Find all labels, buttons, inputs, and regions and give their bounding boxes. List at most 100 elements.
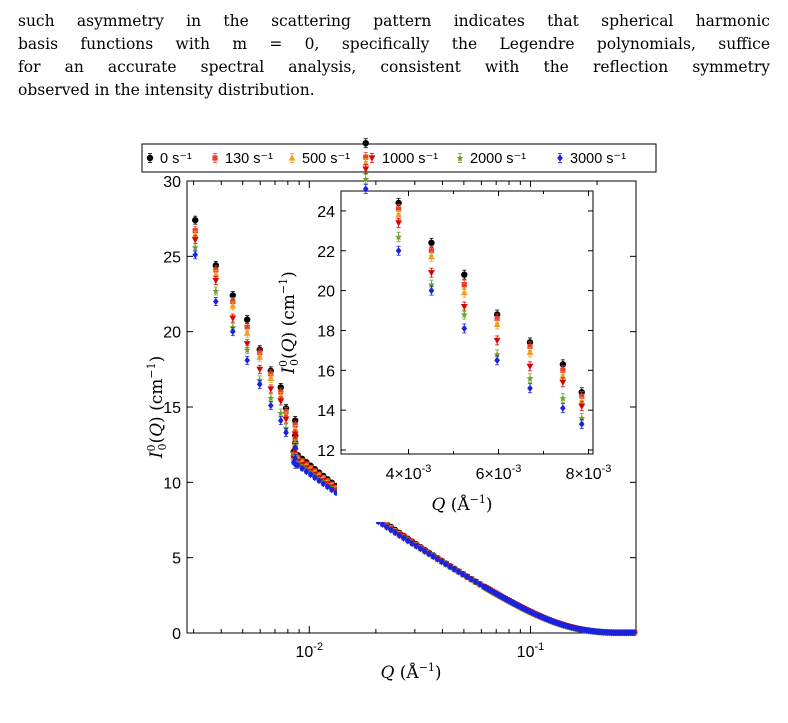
data-point <box>527 384 533 392</box>
data-point <box>229 302 237 309</box>
legend-label: 500 s⁻¹ <box>302 151 350 167</box>
data-point <box>362 139 369 147</box>
y-tick-label: 20 <box>317 284 335 301</box>
data-point <box>494 356 500 364</box>
y-tick-label: 16 <box>317 363 335 380</box>
data-point <box>307 471 314 479</box>
data-point <box>417 545 424 553</box>
data-point <box>494 315 500 322</box>
data-point <box>256 353 264 360</box>
data-point <box>292 454 298 462</box>
data-point <box>362 185 369 193</box>
data-point <box>438 558 445 566</box>
data-point <box>291 417 299 424</box>
data-point <box>291 426 299 433</box>
data-point <box>212 262 220 269</box>
data-point <box>409 539 415 548</box>
data-point <box>268 371 274 377</box>
data-point <box>333 489 339 497</box>
data-point <box>426 550 432 558</box>
x-axis-label: Q (Å−1) <box>380 661 441 683</box>
data-point <box>461 324 468 333</box>
data-point <box>560 367 566 373</box>
data-point <box>282 424 290 432</box>
data-point <box>292 444 298 452</box>
data-point <box>362 166 370 173</box>
data-point <box>468 575 475 583</box>
data-point <box>191 231 199 238</box>
data-point <box>434 555 441 563</box>
data-point <box>292 422 298 428</box>
data-point <box>527 343 533 350</box>
data-point <box>316 477 322 485</box>
data-point <box>256 380 263 388</box>
legend-label: 1000 s⁻¹ <box>382 151 438 167</box>
data-point <box>229 323 237 331</box>
data-point <box>396 531 403 540</box>
data-point <box>282 416 290 423</box>
data-point <box>256 366 264 373</box>
data-point <box>456 154 464 162</box>
paragraph-line: for an accurate spectral analysis, consi… <box>18 58 770 76</box>
legend-label: 0 s⁻¹ <box>160 151 192 167</box>
data-point <box>267 394 275 402</box>
data-point <box>560 404 566 412</box>
legend-label: 130 s⁻¹ <box>225 151 273 167</box>
data-point <box>256 376 264 384</box>
y-tick-label: 22 <box>317 244 335 261</box>
data-point <box>526 374 534 382</box>
data-point <box>213 297 219 306</box>
data-point <box>229 328 236 336</box>
data-point <box>395 247 402 255</box>
data-point <box>383 523 390 531</box>
y-axis-label: I00(Q) (cm−1) <box>145 356 169 459</box>
data-point <box>460 289 468 296</box>
x-tick-label: 8×10-3 <box>566 463 612 483</box>
data-point <box>428 270 435 277</box>
data-point <box>277 409 285 417</box>
data-point <box>191 243 199 251</box>
data-point <box>303 467 310 476</box>
data-point <box>461 271 468 278</box>
data-point <box>559 394 567 402</box>
data-point <box>362 159 370 166</box>
data-point <box>447 563 453 571</box>
data-point <box>146 154 154 162</box>
y-tick-label: 25 <box>163 249 181 266</box>
data-point <box>428 239 435 247</box>
data-point <box>243 346 251 354</box>
data-point <box>459 570 466 578</box>
data-point <box>428 248 435 254</box>
x-tick-label: 10-2 <box>295 641 323 661</box>
data-point <box>312 474 318 482</box>
paragraph-line: such asymmetry in the scattering pattern… <box>18 12 770 30</box>
data-point <box>212 155 218 161</box>
data-point <box>320 480 327 488</box>
data-point <box>559 379 567 386</box>
data-point <box>579 393 585 399</box>
data-point <box>443 560 449 568</box>
data-point <box>328 486 335 494</box>
legend-box <box>141 143 657 173</box>
data-point <box>267 374 275 381</box>
x-tick-label: 4×10-3 <box>386 463 432 483</box>
data-point <box>493 320 501 328</box>
data-point <box>472 578 479 586</box>
y-tick-label: 10 <box>163 475 181 492</box>
data-point <box>291 431 299 438</box>
data-point <box>427 281 435 289</box>
paragraph-line: observed in the intensity distribution. <box>18 81 315 99</box>
legend: 0 s⁻¹ 130 s⁻¹ 500 s⁻¹ 1000 s⁻¹ 2000 s⁻¹ 3000 … <box>141 143 657 173</box>
data-point <box>430 553 437 561</box>
legend-label: 2000 s⁻¹ <box>470 151 526 167</box>
data-point <box>278 389 284 395</box>
data-point <box>244 316 251 323</box>
data-point <box>368 155 376 162</box>
data-point <box>267 386 275 393</box>
y-tick-label: 30 <box>163 174 181 191</box>
y-tick-label: 0 <box>172 626 181 643</box>
x-axis-label: Q (Å−1) <box>431 493 492 515</box>
data-point <box>324 483 331 491</box>
data-point <box>243 341 251 348</box>
